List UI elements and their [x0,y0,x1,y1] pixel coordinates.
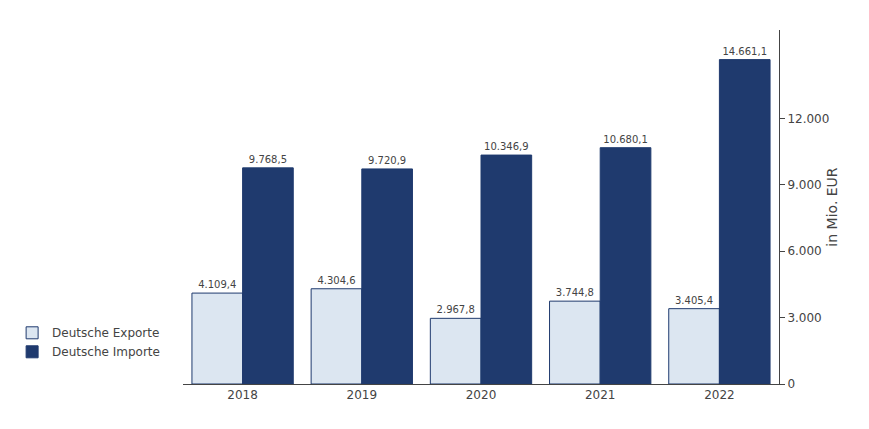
svg-text:Deutsche Importe: Deutsche Importe [52,345,160,359]
svg-text:9.720,9: 9.720,9 [368,155,406,166]
svg-text:14.661,1: 14.661,1 [722,46,767,57]
svg-text:9.768,5: 9.768,5 [249,154,287,165]
svg-text:10.346,9: 10.346,9 [484,141,529,152]
svg-text:0: 0 [787,377,795,391]
svg-text:3.744,8: 3.744,8 [556,287,594,298]
svg-text:3.000: 3.000 [787,311,821,325]
svg-text:2022: 2022 [704,388,735,402]
svg-text:in Mio. EUR: in Mio. EUR [824,167,840,246]
svg-text:12.000: 12.000 [787,112,829,126]
svg-text:10.680,1: 10.680,1 [603,134,648,145]
svg-text:6.000: 6.000 [787,244,821,258]
svg-text:3.405,4: 3.405,4 [675,295,713,306]
svg-text:Deutsche Exporte: Deutsche Exporte [52,326,159,340]
svg-text:2019: 2019 [347,388,378,402]
svg-text:2018: 2018 [227,388,258,402]
svg-text:2.967,8: 2.967,8 [437,304,475,315]
svg-text:9.000: 9.000 [787,178,821,192]
svg-text:4.304,6: 4.304,6 [317,275,355,286]
svg-text:4.109,4: 4.109,4 [198,279,236,290]
svg-text:2021: 2021 [585,388,616,402]
svg-text:2020: 2020 [466,388,497,402]
